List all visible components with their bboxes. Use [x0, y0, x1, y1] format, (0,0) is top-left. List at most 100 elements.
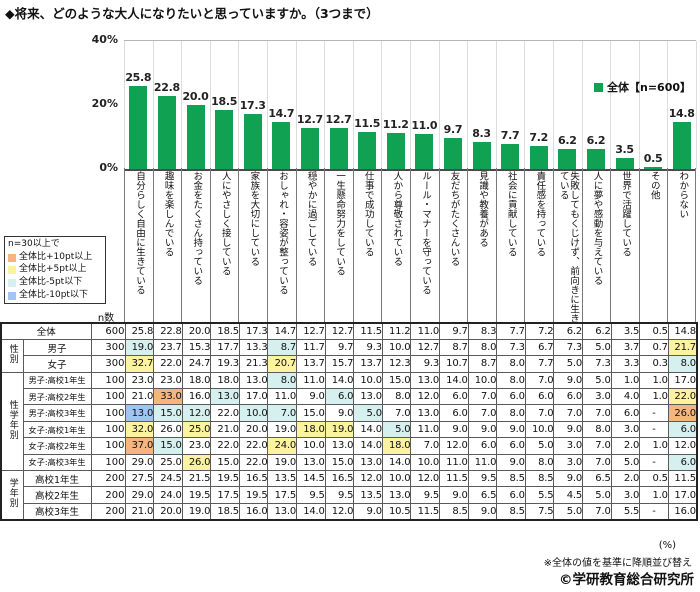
value-cell: 16.0 — [667, 502, 698, 521]
value-cell: 23.0 — [153, 371, 183, 390]
value-cell: 7.0 — [467, 388, 498, 406]
n-value-cell: 200 — [90, 502, 126, 521]
bar — [215, 109, 234, 169]
column-separator — [295, 41, 297, 169]
value-cell: 6.0 — [496, 388, 526, 406]
highlight-label: 全体比+5pt以上 — [19, 264, 87, 275]
value-cell: 14.0 — [439, 371, 469, 390]
value-cell: 22.0 — [210, 404, 240, 422]
value-cell: 1.0 — [610, 371, 641, 390]
highlight-label: 全体比+10pt以上 — [19, 251, 93, 262]
value-cell: 10.0 — [381, 470, 412, 488]
value-cell: 6.0 — [496, 486, 526, 504]
value-cell: 9.0 — [467, 420, 498, 439]
value-cell: 6.0 — [439, 404, 469, 422]
bar — [586, 149, 605, 169]
category-label: 失敗してもくじけず、前向きに生きている — [557, 171, 580, 323]
value-cell: 23.7 — [153, 338, 183, 357]
value-cell: 11.0 — [267, 388, 298, 406]
bar-value-label: 12.7 — [325, 113, 352, 127]
value-cell: 10.0 — [296, 437, 326, 455]
category-label: 家族を大切にしている — [248, 171, 260, 266]
row-label-cell: 女子 — [22, 355, 92, 373]
table-row: 女子 300 32.7 22.0 24.7 19.3 21.3 20.7 13.7 15.7 13.… — [1, 355, 698, 373]
table-row: 高校3年生 200 21.0 20.0 19.0 18.5 16.0 13.0 14.0 12.0… — [1, 502, 698, 521]
value-cell: 25.8 — [124, 322, 155, 340]
value-cell: 1.0 — [639, 486, 669, 504]
value-cell: 14.0 — [296, 502, 326, 521]
value-cell: 8.3 — [467, 322, 498, 340]
value-cell: 19.5 — [181, 486, 212, 504]
value-cell: 8.0 — [582, 420, 612, 439]
value-cell: - — [639, 502, 669, 521]
category-label: ルール・マナーを守っている — [419, 171, 431, 295]
value-cell: 12.7 — [296, 322, 326, 340]
value-cell: 3.0 — [582, 388, 612, 406]
value-cell: 5.0 — [582, 371, 612, 390]
category-label: 人にやさしく接している — [219, 171, 231, 276]
category-label-cell: 一生懸命努力をしている — [324, 168, 353, 323]
value-cell: 7.3 — [553, 338, 584, 357]
row-label-cell: 男子:高校2年生 — [22, 388, 92, 406]
category-label-cell: 社会に貢献している — [495, 168, 525, 323]
category-label: その他 — [648, 171, 660, 200]
n-value-cell: 600 — [90, 322, 126, 340]
group-label: 性学年別 — [7, 399, 18, 440]
value-cell: 6.0 — [667, 453, 698, 472]
value-cell: 21.0 — [210, 420, 240, 439]
category-label: 趣味を楽しんでいる — [162, 171, 174, 257]
value-cell: 25.0 — [181, 420, 212, 439]
value-cell: 9.0 — [496, 453, 526, 472]
category-label: 責任感を持っている — [534, 171, 546, 257]
value-cell: 19.0 — [267, 420, 298, 439]
value-cell: 22.8 — [153, 322, 183, 340]
column-separator — [696, 41, 697, 169]
value-cell: 6.5 — [467, 486, 498, 504]
value-cell: 24.0 — [153, 486, 183, 504]
category-label: 仕事で成功している — [362, 171, 374, 257]
column-separator — [238, 41, 240, 169]
value-cell: 10.7 — [439, 355, 469, 373]
row-label-cell: 全体 — [0, 322, 92, 340]
value-cell: 15.3 — [181, 338, 212, 357]
value-cell: 7.0 — [524, 371, 555, 390]
value-cell: 6.5 — [582, 470, 612, 488]
value-cell: 19.5 — [210, 470, 240, 488]
value-cell: 7.7 — [496, 322, 526, 340]
value-cell: 6.0 — [439, 388, 469, 406]
value-cell: 11.7 — [296, 338, 326, 357]
value-cell: 2.0 — [610, 470, 641, 488]
column-separator — [553, 41, 554, 169]
category-label-cell: 穏やかに過ごしている — [295, 168, 325, 323]
highlight-swatch — [8, 278, 16, 287]
value-cell: 6.2 — [553, 322, 584, 340]
y-tick-label: 20% — [91, 97, 118, 110]
highlight-legend-items: 全体比+10pt以上 全体比+5pt以上 全体比-5pt以下 全体比-10pt以下 — [8, 252, 102, 302]
value-cell: 13.0 — [296, 453, 326, 472]
column-separator — [324, 41, 326, 169]
value-cell: 13.0 — [238, 371, 269, 390]
value-cell: 5.0 — [553, 355, 584, 373]
column-separator — [352, 41, 354, 169]
table-row: 高校2年生 200 29.0 24.0 19.5 17.5 19.5 17.5 9.5 9.5 13… — [1, 486, 698, 504]
category-label: 一生懸命努力をしている — [334, 171, 346, 276]
category-label-cell: 自分らしく自由に生きている — [124, 168, 153, 323]
value-cell: 17.0 — [667, 371, 698, 390]
value-cell: 7.0 — [267, 404, 298, 422]
value-cell: 14.7 — [267, 322, 298, 340]
bar-value-label: 6.2 — [586, 134, 606, 148]
value-cell: 15.0 — [153, 404, 183, 422]
value-cell: 7.0 — [582, 453, 612, 472]
value-cell: 13.0 — [381, 486, 412, 504]
value-cell: - — [639, 404, 669, 422]
value-cell: 32.0 — [124, 420, 155, 439]
value-cell: 7.5 — [524, 502, 555, 521]
value-cell: 4.5 — [553, 486, 584, 504]
bar-value-label: 11.2 — [382, 118, 409, 132]
bar-value-label: 11.0 — [411, 118, 438, 132]
value-cell: 4.0 — [610, 388, 641, 406]
n-value-cell: 300 — [90, 355, 126, 373]
table-row: 女子:高校2年生 100 37.0 15.0 23.0 22.0 22.0 24.0 10.0 1… — [1, 437, 698, 455]
value-cell: 8.7 — [467, 355, 498, 373]
value-cell: 12.0 — [439, 437, 469, 455]
